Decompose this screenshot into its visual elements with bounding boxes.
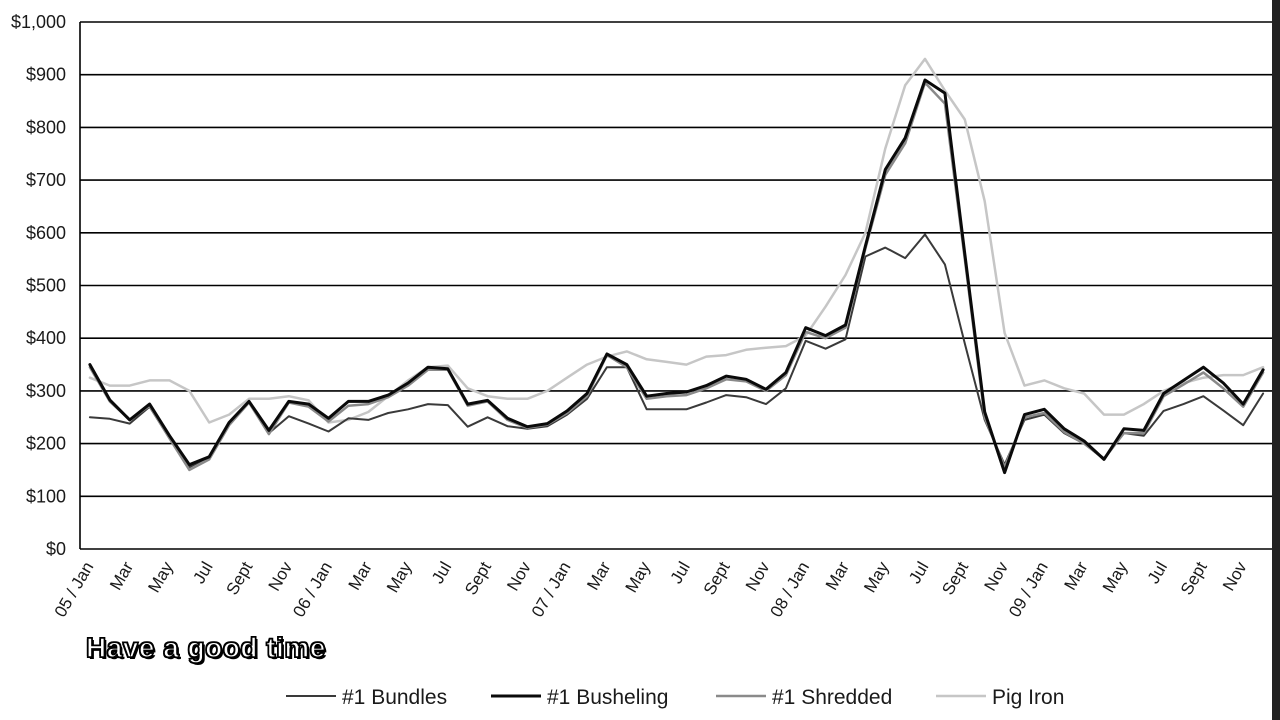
x-tick-label: Nov: [1219, 558, 1251, 594]
y-tick-label: $400: [26, 328, 66, 348]
x-tick-label: May: [144, 558, 177, 596]
x-tick-label: Nov: [265, 558, 297, 594]
y-tick-label: $500: [26, 276, 66, 296]
y-tick-label: $700: [26, 170, 66, 190]
legend-item: #1 Shredded: [716, 686, 892, 709]
x-tick-label: Mar: [1060, 558, 1091, 593]
video-caption: Have a good time: [85, 631, 326, 664]
x-tick-label: Sept: [1177, 558, 1211, 598]
legend-item: Pig Iron: [936, 686, 1064, 709]
x-tick-label: Jul: [905, 559, 932, 587]
y-axis-tick-labels: $0 $100 $200 $300 $400 $500 $600 $700 $800 $900 $1…: [11, 12, 66, 559]
y-tick-label: $0: [46, 539, 66, 559]
y-tick-label: $800: [26, 117, 66, 137]
series-line-pig-iron: [88, 57, 1265, 424]
x-tick-label: Nov: [980, 558, 1012, 594]
y-tick-label: $100: [26, 486, 66, 506]
legend-label: #1 Busheling: [547, 686, 668, 709]
y-tick-label: $1,000: [11, 12, 66, 32]
legend-label: Pig Iron: [992, 686, 1064, 709]
x-tick-label: 09 / Jan: [1005, 559, 1052, 621]
x-tick-label: May: [622, 558, 655, 596]
x-tick-label: Sept: [461, 558, 495, 598]
series-line-1-busheling: [88, 78, 1265, 475]
y-tick-label: $300: [26, 381, 66, 401]
x-tick-label: Sept: [938, 558, 972, 598]
x-tick-label: Jul: [189, 559, 216, 587]
x-tick-label: 06 / Jan: [289, 559, 336, 621]
x-tick-label: Nov: [742, 558, 774, 594]
x-tick-label: Jul: [428, 559, 455, 587]
series-line-1-shredded: [88, 81, 1265, 472]
series-line-1-bundles: [88, 233, 1265, 469]
legend-item: #1 Bundles: [286, 686, 447, 709]
right-edge-bar: [1272, 0, 1280, 720]
x-tick-label: Mar: [106, 558, 137, 593]
x-tick-label: Sept: [223, 558, 257, 598]
x-tick-label: May: [383, 558, 416, 596]
x-tick-label: Nov: [503, 558, 535, 594]
x-tick-label: 07 / Jan: [528, 559, 575, 621]
gridlines: [79, 21, 1273, 550]
series-lines: [88, 57, 1265, 475]
y-tick-label: $900: [26, 65, 66, 85]
x-tick-label: 05 / Jan: [51, 559, 98, 621]
x-tick-label: 08 / Jan: [767, 559, 814, 621]
x-tick-label: Sept: [700, 558, 734, 598]
x-tick-label: Mar: [345, 558, 376, 593]
legend: #1 Bundles #1 Busheling #1 Shredded Pig Iro…: [286, 686, 1064, 709]
y-tick-label: $600: [26, 223, 66, 243]
legend-label: #1 Bundles: [342, 686, 447, 709]
x-tick-label: May: [1099, 558, 1132, 596]
x-tick-label: Mar: [822, 558, 853, 593]
x-tick-label: May: [860, 558, 893, 596]
legend-label: #1 Shredded: [772, 686, 892, 709]
legend-item: #1 Busheling: [491, 686, 668, 709]
x-tick-label: Jul: [667, 559, 694, 587]
x-tick-label: Jul: [1144, 559, 1171, 587]
x-tick-label: Mar: [583, 558, 614, 593]
y-tick-label: $200: [26, 434, 66, 454]
